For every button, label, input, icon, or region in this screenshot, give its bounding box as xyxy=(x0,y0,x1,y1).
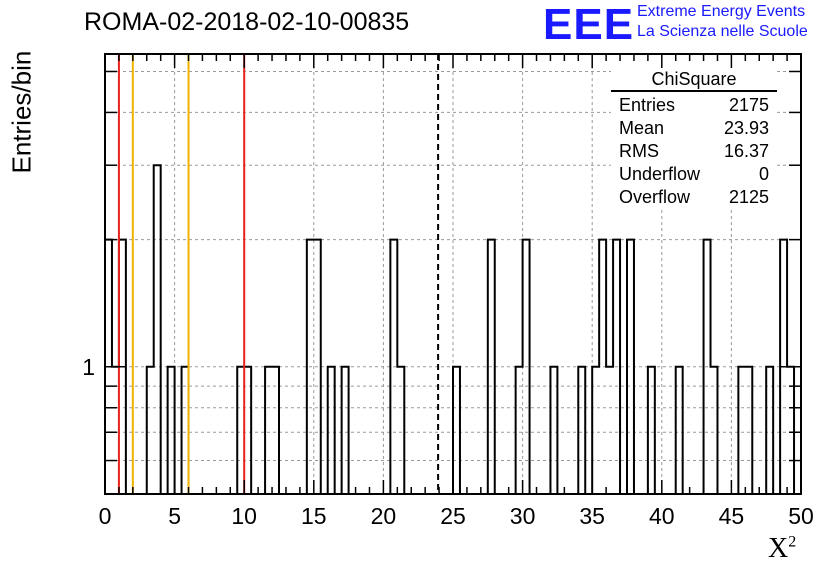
stats-value: 2125 xyxy=(728,187,769,207)
histogram-bin xyxy=(154,165,161,494)
histogram-bin xyxy=(627,240,634,494)
histogram-bin xyxy=(272,367,279,494)
histogram-bin xyxy=(766,367,773,494)
logo-line-2: La Scienza nelle Scuole xyxy=(637,23,808,40)
histogram-bin xyxy=(516,367,523,494)
x-axis-label: X2 xyxy=(768,533,796,565)
stats-label: RMS xyxy=(619,141,659,161)
histogram-bin xyxy=(390,240,397,494)
x-tick-label: 10 xyxy=(231,503,257,529)
stats-box: ChiSquare Entries 2175 Mean 23.93 RMS 16… xyxy=(611,68,777,210)
stats-value: 2175 xyxy=(728,95,769,115)
x-tick-label: 35 xyxy=(579,503,605,529)
x-tick-label: 30 xyxy=(510,503,536,529)
histogram-bin xyxy=(453,367,460,494)
histogram-bin xyxy=(244,367,251,494)
histogram-bin xyxy=(578,367,585,494)
histogram-bin xyxy=(523,240,530,494)
histogram-bin xyxy=(599,240,606,494)
stats-label: Entries xyxy=(619,95,676,115)
stats-value: 16.37 xyxy=(723,141,769,161)
histogram-bin xyxy=(182,367,189,494)
x-tick-label: 20 xyxy=(371,503,397,529)
histogram-bin xyxy=(711,367,718,494)
stats-value: 0 xyxy=(758,164,769,184)
histogram-bars xyxy=(104,164,801,495)
stats-row-underflow: Underflow 0 xyxy=(611,163,777,186)
histogram-bin xyxy=(745,367,752,494)
stats-row-rms: RMS 16.37 xyxy=(611,140,777,163)
histogram-bin xyxy=(488,240,495,494)
stats-label: Overflow xyxy=(619,187,691,207)
x-tick-label: 0 xyxy=(99,503,112,529)
x-axis-label-exponent: 2 xyxy=(788,533,797,551)
x-axis-label-base: X xyxy=(768,533,789,564)
histogram-bin xyxy=(307,240,314,494)
marker-lines xyxy=(117,54,440,494)
histogram-bin xyxy=(676,367,683,494)
histogram-bin xyxy=(592,367,599,494)
x-tick-label: 45 xyxy=(719,503,745,529)
histogram-bin xyxy=(265,367,272,494)
x-tick-label: 5 xyxy=(168,503,181,529)
histogram-bin xyxy=(147,367,154,494)
stats-row-entries: Entries 2175 xyxy=(611,94,777,117)
histogram-bin xyxy=(397,367,404,494)
stats-label: Mean xyxy=(619,118,665,138)
stats-title: ChiSquare xyxy=(611,68,777,92)
x-tick-label: 50 xyxy=(788,503,814,529)
y-tick-label: 1 xyxy=(82,354,95,380)
histogram-bin xyxy=(606,367,613,494)
histogram-bin xyxy=(738,367,745,494)
x-tick-label: 15 xyxy=(301,503,327,529)
histogram-bin xyxy=(550,367,557,494)
histogram-bin xyxy=(613,240,620,494)
axis-ticks: 0 5 10 15 20 25 30 35 40 45 50 1 xyxy=(82,54,814,529)
x-tick-label: 40 xyxy=(649,503,675,529)
stats-row-mean: Mean 23.93 xyxy=(611,117,777,140)
stats-label: Underflow xyxy=(619,164,701,184)
histogram-bin xyxy=(314,240,321,494)
y-axis-label: Entries/bin xyxy=(6,50,37,174)
histogram-bin xyxy=(237,367,244,494)
stats-row-overflow: Overflow 2125 xyxy=(611,186,777,209)
x-tick-label: 25 xyxy=(440,503,466,529)
eee-logo: EEE xyxy=(543,0,635,49)
histogram-bin xyxy=(648,367,655,494)
histogram-bin xyxy=(342,367,349,494)
logo-line-1: Extreme Energy Events xyxy=(637,3,806,20)
histogram-bin xyxy=(328,367,335,494)
stats-value: 23.93 xyxy=(723,118,769,138)
histogram-bin xyxy=(704,240,711,494)
histogram-bin xyxy=(168,367,175,494)
chart-title: ROMA-02-2018-02-10-00835 xyxy=(84,8,410,36)
